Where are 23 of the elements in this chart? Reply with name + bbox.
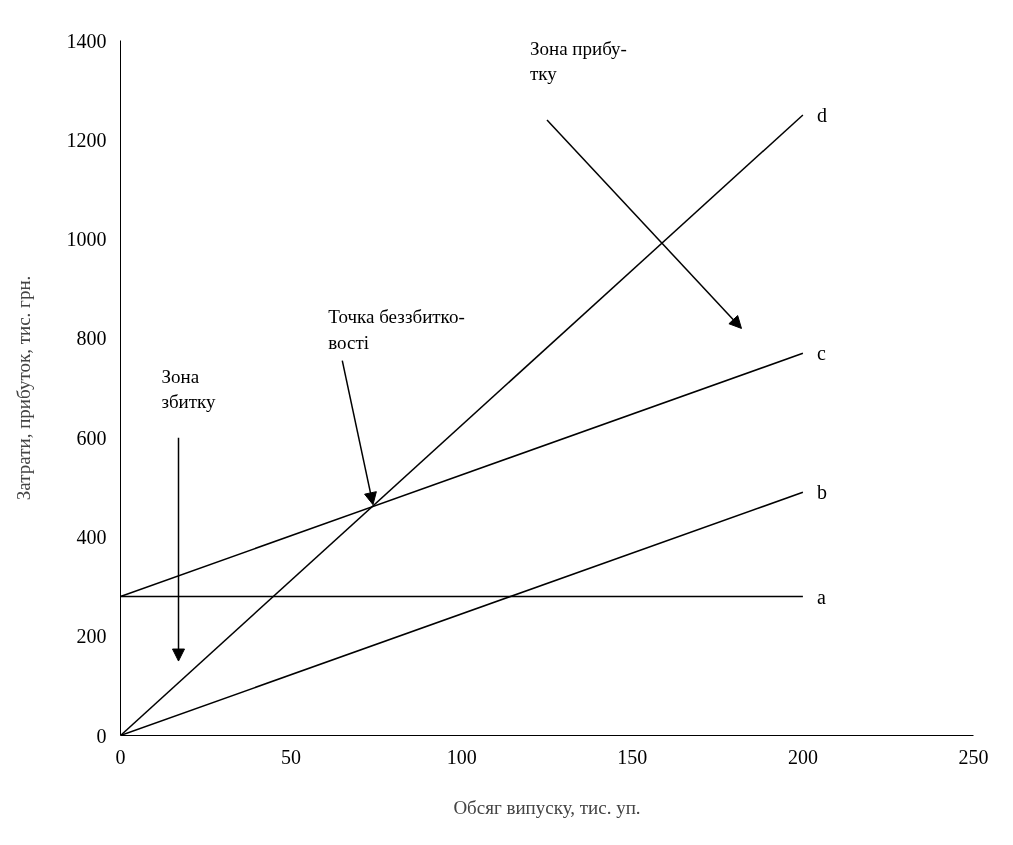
x-tick-label: 100 [446,745,477,768]
series-label: c [816,342,826,365]
annotation: Точка беззбитко- вості [328,306,465,353]
y-tick-label: 1000 [66,228,107,251]
y-axis-title: Затрати, прибуток, тис. грн. [12,275,34,501]
series-label: b [816,481,827,504]
x-tick-label: 150 [617,745,648,768]
annotation: Зона збитку [161,365,217,412]
annotation: Зона прибу- тку [529,37,627,85]
x-tick-label: 200 [787,745,818,768]
y-tick-label: 1200 [66,128,107,151]
series-label: a [816,585,826,608]
y-tick-label: 600 [76,426,107,449]
x-tick-label: 250 [958,745,989,768]
x-tick-label: 50 [281,745,302,768]
x-tick-label: 0 [115,745,126,768]
y-tick-label: 400 [76,525,107,548]
y-tick-label: 0 [96,724,107,747]
y-tick-label: 200 [76,625,107,648]
series-label: d [816,103,827,126]
y-tick-label: 1400 [66,29,107,52]
x-axis-title: Обсяг випуску, тис. уп. [453,796,641,818]
y-tick-label: 800 [76,327,107,350]
